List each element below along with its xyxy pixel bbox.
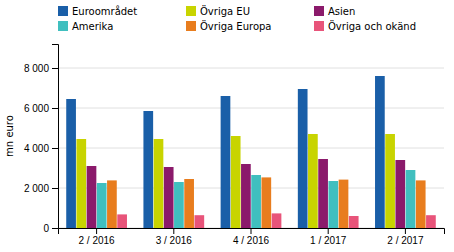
legend-item: Euroområdet xyxy=(58,5,137,17)
bar xyxy=(184,179,194,228)
tick: 4 / 2016 xyxy=(233,228,270,246)
bar xyxy=(66,99,76,228)
tick-label: 6 000 xyxy=(24,103,49,114)
bar-series xyxy=(76,134,394,228)
tick: 2 / 2016 xyxy=(79,228,116,246)
legend-item: Övriga EU xyxy=(186,5,250,17)
tick: 2 / 2017 xyxy=(387,228,424,246)
legend-label: Euroområdet xyxy=(72,5,137,17)
bar xyxy=(221,96,231,228)
bar xyxy=(194,215,204,228)
legend-item: Övriga Europa xyxy=(186,20,271,32)
bar xyxy=(298,89,308,228)
legend-item: Asien xyxy=(314,6,355,17)
tick-label: 4 000 xyxy=(24,143,49,154)
bar xyxy=(261,177,271,228)
y-axis-title: mn euro xyxy=(4,115,15,157)
legend-label: Övriga Europa xyxy=(200,20,271,32)
axis-line xyxy=(59,229,445,235)
tick-mark xyxy=(173,228,174,234)
tick: 6 000 xyxy=(24,103,58,114)
bar-series xyxy=(117,213,435,228)
bar xyxy=(117,214,127,228)
tick: 2 000 xyxy=(24,183,58,194)
bar xyxy=(339,180,349,228)
tick-mark xyxy=(52,188,58,189)
tick-mark xyxy=(96,228,97,234)
bar xyxy=(406,170,416,228)
tick-mark xyxy=(52,228,58,229)
legend-label: Övriga och okänd xyxy=(328,20,416,32)
tick-mark xyxy=(251,228,252,234)
tick-mark xyxy=(328,228,329,234)
legend-swatch xyxy=(186,6,196,16)
tick-label: 3 / 2016 xyxy=(156,235,193,246)
bar xyxy=(174,182,184,228)
bar xyxy=(143,111,153,228)
bar xyxy=(318,159,328,228)
axis-line xyxy=(52,45,59,229)
legend-label: Amerika xyxy=(72,21,113,32)
y-axis: 0 2 000 4 000 6 000 8 000 xyxy=(24,45,59,234)
tick: 1 / 2017 xyxy=(310,228,347,246)
tick-label: 4 / 2016 xyxy=(233,235,270,246)
tick: 3 / 2016 xyxy=(156,228,193,246)
bar xyxy=(87,166,97,228)
bar xyxy=(426,215,436,228)
legend-label: Asien xyxy=(328,6,355,17)
legend-swatch xyxy=(58,21,68,31)
grid-line xyxy=(58,68,444,69)
bar xyxy=(107,180,117,228)
bar xyxy=(231,136,241,228)
bar xyxy=(241,164,251,228)
tick-label: 2 000 xyxy=(24,183,49,194)
bar-series xyxy=(97,170,415,228)
bar-series xyxy=(87,159,405,228)
bar xyxy=(395,160,405,228)
bar xyxy=(154,139,164,228)
plot: 0 2 000 4 000 6 000 8 000 2 / 2016 3 / 2016 4 /… xyxy=(24,45,445,247)
bar xyxy=(164,167,174,228)
bar xyxy=(416,180,426,228)
tick: 8 000 xyxy=(24,63,58,74)
tick-label: 2 / 2017 xyxy=(387,235,424,246)
bar xyxy=(76,139,86,228)
legend-swatch xyxy=(186,21,196,31)
bar-series xyxy=(66,76,384,228)
bar xyxy=(272,213,282,228)
tick-label: 0 xyxy=(43,223,49,234)
tick-mark xyxy=(52,108,58,109)
bars xyxy=(66,76,436,228)
bar-series xyxy=(107,177,425,228)
tick-label: 1 / 2017 xyxy=(310,235,347,246)
tick-mark xyxy=(405,228,406,234)
bar xyxy=(308,134,318,228)
legend-swatch xyxy=(58,6,68,16)
bar xyxy=(251,175,261,228)
legend-swatch xyxy=(314,21,324,31)
grid-line xyxy=(58,108,444,109)
tick-mark xyxy=(52,148,58,149)
bar xyxy=(349,216,359,228)
legend: Euroområdet Övriga EU Asien Amerika Övriga E… xyxy=(58,5,416,32)
tick-label: 2 / 2016 xyxy=(79,235,116,246)
chart: 0 2 000 4 000 6 000 8 000 2 / 2016 3 / 2016 4 /… xyxy=(0,0,454,252)
tick: 4 000 xyxy=(24,143,58,154)
tick-label: 8 000 xyxy=(24,63,49,74)
legend-item: Amerika xyxy=(58,21,113,32)
tick-mark xyxy=(52,68,58,69)
bar xyxy=(375,76,385,228)
legend-item: Övriga och okänd xyxy=(314,20,416,32)
tick: 0 xyxy=(43,223,58,234)
x-axis: 2 / 2016 3 / 2016 4 / 2016 1 / 2017 2 / 2017 xyxy=(59,228,445,246)
bar xyxy=(385,134,395,228)
grid xyxy=(58,68,444,228)
legend-label: Övriga EU xyxy=(200,5,250,17)
bar xyxy=(328,181,338,228)
legend-swatch xyxy=(314,6,324,16)
bar xyxy=(97,183,107,228)
